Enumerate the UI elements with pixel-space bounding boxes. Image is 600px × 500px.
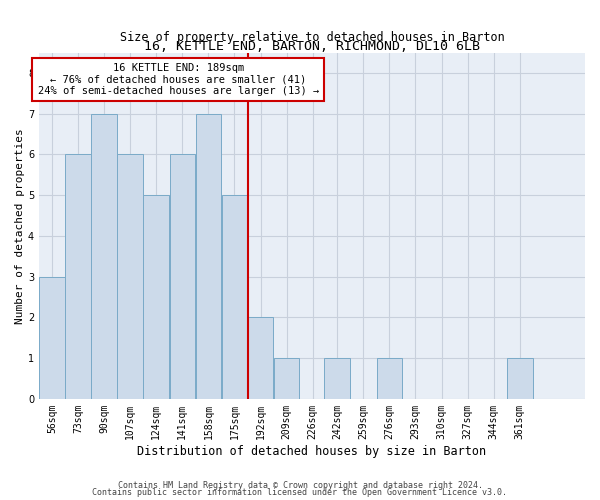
Bar	[170, 154, 195, 399]
Text: Contains public sector information licensed under the Open Government Licence v3: Contains public sector information licen…	[92, 488, 508, 497]
Y-axis label: Number of detached properties: Number of detached properties	[15, 128, 25, 324]
Text: Size of property relative to detached houses in Barton: Size of property relative to detached ho…	[119, 31, 505, 44]
Bar	[65, 154, 91, 399]
Text: Contains HM Land Registry data © Crown copyright and database right 2024.: Contains HM Land Registry data © Crown c…	[118, 480, 482, 490]
Bar	[274, 358, 299, 399]
Bar	[118, 154, 143, 399]
Bar	[143, 195, 169, 399]
Bar	[507, 358, 533, 399]
Bar	[248, 318, 274, 399]
Bar	[221, 195, 247, 399]
X-axis label: Distribution of detached houses by size in Barton: Distribution of detached houses by size …	[137, 444, 487, 458]
Bar	[377, 358, 402, 399]
Bar	[325, 358, 350, 399]
Text: 16 KETTLE END: 189sqm
← 76% of detached houses are smaller (41)
24% of semi-deta: 16 KETTLE END: 189sqm ← 76% of detached …	[38, 63, 319, 96]
Bar	[91, 114, 117, 399]
Bar	[39, 276, 65, 399]
Title: 16, KETTLE END, BARTON, RICHMOND, DL10 6LB: 16, KETTLE END, BARTON, RICHMOND, DL10 6…	[144, 40, 480, 52]
Bar	[196, 114, 221, 399]
